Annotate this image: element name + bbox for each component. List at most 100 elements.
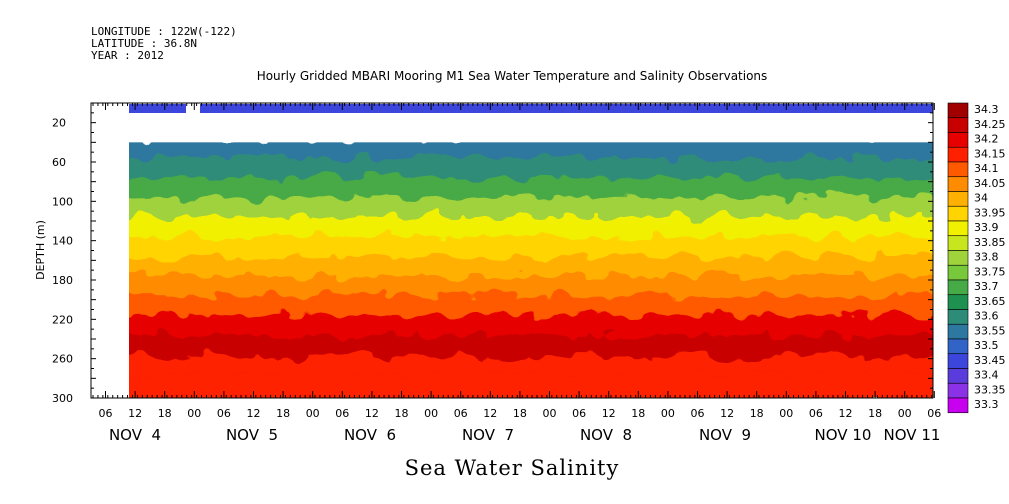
salinity-bands (99, 138, 933, 398)
x-hour-label: 12 (247, 407, 261, 420)
salinity-core (482, 343, 531, 360)
x-day-label: NOV 6 (344, 426, 396, 444)
colorbar-swatch (947, 117, 969, 133)
salinity-core (716, 343, 765, 360)
salinity-core (370, 343, 419, 360)
x-day-label: NOV 8 (580, 426, 632, 444)
x-day-label: NOV 5 (226, 426, 278, 444)
colorbar-label: 34.3 (974, 103, 999, 116)
surface-layer-segment (200, 104, 933, 113)
colorbar-label: 34.1 (974, 162, 999, 175)
x-hour-label: 00 (898, 407, 912, 420)
x-day-label: NOV 7 (462, 426, 514, 444)
x-hour-label: 00 (424, 407, 438, 420)
variable-title: Sea Water Salinity (405, 456, 620, 480)
x-hour-label: 00 (779, 407, 793, 420)
plot-area (91, 103, 933, 398)
colorbar-label: 34 (974, 192, 988, 205)
colorbar-swatch (947, 309, 969, 325)
no-data-region (91, 103, 129, 398)
colorbar-label: 34.05 (974, 177, 1006, 190)
x-hour-label: 00 (306, 407, 320, 420)
x-hour-label: 00 (543, 407, 557, 420)
colorbar-label: 33.65 (974, 295, 1006, 308)
x-hour-label: 06 (927, 407, 941, 420)
x-hour-label: 06 (454, 407, 468, 420)
colorbar-label: 33.3 (974, 398, 999, 411)
salinity-band (99, 374, 933, 398)
salinity-core (145, 343, 194, 360)
colorbar-swatch (947, 132, 969, 148)
y-tick-label: 220 (52, 313, 73, 326)
x-day-label: NOV 4 (109, 426, 161, 444)
salinity-core (603, 343, 652, 360)
surface-layer-segment (129, 104, 186, 113)
x-hour-label: 00 (187, 407, 201, 420)
y-tick-label: 300 (52, 392, 73, 405)
colorbar-label: 33.6 (974, 310, 999, 323)
x-day-label: NOV 11 (884, 426, 941, 444)
colorbar-swatch (947, 353, 969, 369)
colorbar-label: 33.7 (974, 280, 999, 293)
y-axis: 20 60 100 140 180 220 260 300 (52, 112, 933, 405)
colorbar-swatch (947, 294, 969, 310)
x-hour-label: 18 (513, 407, 527, 420)
colorbar-label: 34.15 (974, 147, 1006, 160)
x-hour-label: 12 (602, 407, 616, 420)
x-axis: 06 12 18 00 06 12 18 00 06 12 18 00 06 12 18 00 06 12 18 00… (92, 103, 941, 444)
x-hour-label: 18 (868, 407, 882, 420)
x-day-label: NOV 10 (815, 426, 872, 444)
colorbar-label: 33.55 (974, 324, 1006, 337)
y-tick-label: 100 (52, 195, 73, 208)
colorbar-swatch (947, 338, 969, 355)
x-hour-label: 12 (128, 407, 142, 420)
colorbar-swatch (947, 191, 969, 207)
colorbar-swatch (947, 397, 969, 414)
colorbar-swatch (947, 368, 969, 384)
colorbar-swatch (947, 205, 969, 222)
x-hour-label: 12 (720, 407, 734, 420)
x-hour-label: 06 (335, 407, 349, 420)
colorbar-label: 34.2 (974, 133, 999, 146)
colorbar-label: 33.95 (974, 206, 1006, 219)
x-hour-label: 00 (661, 407, 675, 420)
x-hour-label: 06 (572, 407, 586, 420)
colorbar-label: 34.25 (974, 118, 1006, 131)
chart-title: Hourly Gridded MBARI Mooring M1 Sea Wate… (257, 69, 768, 83)
colorbar-swatch (947, 102, 969, 119)
colorbar-label: 33.4 (974, 369, 999, 382)
y-axis-label: DEPTH (m) (34, 220, 47, 280)
colorbar-swatch (947, 161, 969, 178)
colorbar-label: 33.75 (974, 265, 1006, 278)
colorbar-swatch (947, 323, 969, 340)
colorbar-swatch (947, 220, 969, 237)
x-hour-label: 18 (395, 407, 409, 420)
x-hour-label: 06 (691, 407, 705, 420)
colorbar-label: 33.35 (974, 383, 1006, 396)
x-hour-label: 12 (365, 407, 379, 420)
latitude-label: LATITUDE : 36.8N (91, 37, 197, 50)
x-hour-label: 18 (158, 407, 172, 420)
x-hour-label: 12 (839, 407, 853, 420)
colorbar-swatch (947, 235, 969, 251)
year-label: YEAR : 2012 (91, 49, 164, 62)
no-data-region (129, 117, 933, 143)
colorbar-label: 33.8 (974, 251, 999, 264)
y-tick-label: 60 (52, 156, 66, 169)
y-tick-label: 260 (52, 353, 73, 366)
x-hour-label: 06 (217, 407, 231, 420)
x-hour-label: 12 (483, 407, 497, 420)
colorbar-swatch (947, 279, 969, 296)
x-day-label: NOV 9 (699, 426, 751, 444)
salinity-core (828, 343, 877, 360)
y-tick-label: 20 (52, 117, 66, 130)
colorbar-swatch (947, 250, 969, 266)
salinity-core (257, 343, 306, 360)
colorbar-swatch (947, 382, 969, 399)
x-hour-label: 18 (276, 407, 290, 420)
y-tick-label: 140 (52, 235, 73, 248)
x-hour-label: 18 (750, 407, 764, 420)
y-tick-label: 180 (52, 274, 73, 287)
